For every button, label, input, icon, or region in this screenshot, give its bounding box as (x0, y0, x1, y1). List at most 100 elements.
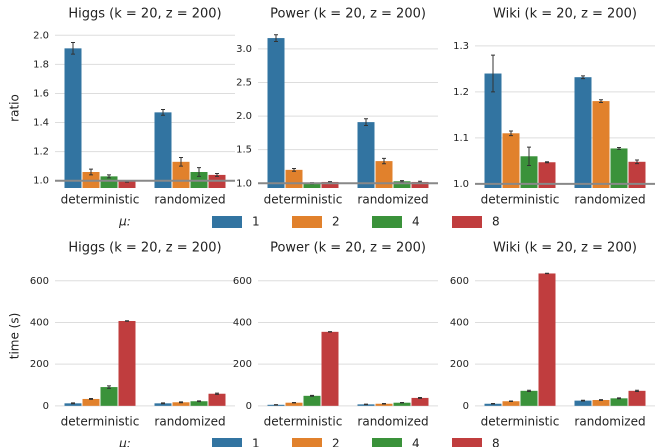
y-tick-label: 200 (233, 359, 252, 370)
error-bar (161, 108, 165, 116)
legend-swatch (212, 216, 242, 228)
legend-title: μ: (118, 437, 131, 447)
error-bar (364, 118, 368, 126)
legend-label: 4 (412, 437, 420, 447)
x-tick-label: deterministic (264, 415, 343, 429)
bar (411, 181, 429, 188)
error-bar (107, 385, 111, 389)
bar (375, 161, 393, 188)
x-tick-label: randomized (154, 193, 225, 207)
bar (628, 161, 646, 188)
bar (118, 320, 136, 406)
bar (267, 38, 285, 189)
error-bar (581, 75, 585, 80)
error-bar (527, 146, 531, 166)
x-tick-label: randomized (574, 193, 645, 207)
bar (208, 393, 226, 406)
bar (538, 273, 556, 406)
bar (82, 398, 100, 406)
bar (303, 395, 321, 406)
bar (393, 402, 411, 406)
bar (357, 122, 375, 188)
y-tick-label: 1.6 (33, 88, 49, 99)
error-bar (635, 159, 639, 165)
y-tick-label: 1.0 (33, 176, 49, 187)
error-bar (545, 161, 549, 164)
bar (574, 400, 592, 406)
legend-swatch (292, 216, 322, 228)
error-bar (71, 402, 75, 405)
bar (100, 176, 118, 188)
bar (154, 403, 172, 406)
y-tick-label: 400 (233, 317, 252, 328)
bar (610, 398, 628, 406)
error-bar (89, 168, 93, 176)
bar (100, 387, 118, 406)
bar (375, 403, 393, 406)
bar (303, 183, 321, 188)
bar (502, 401, 520, 406)
y-tick-label: 600 (233, 276, 252, 287)
bar (321, 181, 339, 188)
y-tick-label: 0 (463, 401, 469, 412)
x-tick-label: randomized (574, 415, 645, 429)
y-tick-label: 2.5 (236, 77, 252, 88)
y-tick-label: 2.0 (33, 30, 49, 41)
legend-label: 1 (252, 437, 260, 447)
bar (592, 399, 610, 406)
y-tick-label: 600 (450, 276, 469, 287)
error-bar (581, 399, 585, 402)
error-bar (491, 54, 495, 93)
y-tick-label: 3.0 (236, 44, 252, 55)
y-tick-label: 1.0 (453, 179, 469, 190)
y-tick-label: 1.3 (453, 41, 469, 52)
error-bar (635, 389, 639, 392)
subplot-title: Wiki (k = 20, z = 200) (493, 241, 637, 256)
y-tick-label: 1.4 (33, 118, 49, 129)
error-bar (215, 172, 219, 177)
error-bar (161, 402, 165, 405)
y-axis-label: ratio (8, 94, 22, 122)
error-bar (509, 130, 513, 137)
y-tick-label: 600 (30, 276, 49, 287)
y-tick-label: 0 (246, 401, 252, 412)
bar (357, 404, 375, 406)
y-tick-label: 1.1 (453, 133, 469, 144)
error-bar (107, 174, 111, 179)
bar (118, 181, 136, 188)
legend-label: 2 (332, 437, 340, 447)
bar (574, 77, 592, 188)
legend-swatch (372, 438, 402, 447)
error-bar (617, 397, 621, 400)
legend-label: 8 (492, 215, 500, 229)
error-bar (418, 396, 422, 399)
subplot-title: Wiki (k = 20, z = 200) (493, 7, 637, 22)
bar (321, 331, 339, 406)
x-tick-label: deterministic (61, 415, 140, 429)
legend-title: μ: (118, 215, 131, 229)
legend-label: 2 (332, 215, 340, 229)
y-tick-label: 2.0 (236, 111, 252, 122)
x-tick-label: deterministic (481, 193, 560, 207)
legend-swatch (452, 216, 482, 228)
y-axis-label: time (s) (8, 313, 22, 360)
bar (520, 390, 538, 406)
x-tick-label: deterministic (61, 193, 140, 207)
y-tick-label: 200 (30, 359, 49, 370)
error-bar (599, 99, 603, 103)
bar (592, 101, 610, 188)
x-tick-label: randomized (357, 193, 428, 207)
legend-swatch (452, 438, 482, 447)
y-tick-label: 1.2 (33, 147, 49, 158)
error-bar (382, 157, 386, 165)
legend-label: 1 (252, 215, 260, 229)
subplot-title: Higgs (k = 20, z = 200) (68, 7, 221, 22)
subplot-title: Higgs (k = 20, z = 200) (68, 241, 221, 256)
bar (285, 169, 303, 188)
x-tick-label: randomized (154, 415, 225, 429)
error-bar (310, 394, 314, 397)
bar (64, 48, 82, 189)
error-bar (197, 400, 201, 403)
bar (285, 402, 303, 406)
